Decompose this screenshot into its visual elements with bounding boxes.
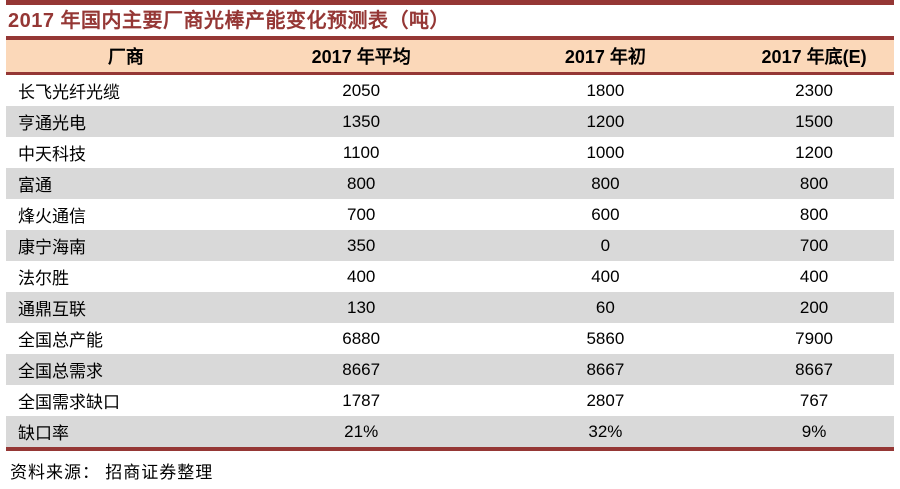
- column-header-2017-end-estimate: 2017 年底(E): [734, 38, 894, 75]
- capacity-forecast-table: 厂商 2017 年平均 2017 年初 2017 年底(E) 长飞光纤光缆 205…: [6, 36, 894, 451]
- cell-manufacturer: 亨通光电: [18, 114, 86, 133]
- cell-value: 700: [799, 235, 829, 255]
- table-row: 长飞光纤光缆 2050 1800 2300: [6, 74, 894, 107]
- cell-value: 1200: [586, 111, 625, 131]
- table-row: 法尔胜 400 400 400: [6, 261, 894, 292]
- cell-value: 800: [799, 173, 829, 193]
- cell-value: 350: [347, 235, 376, 255]
- cell-value: 21%: [344, 421, 379, 441]
- header-row: 厂商 2017 年平均 2017 年初 2017 年底(E): [6, 38, 894, 75]
- cell-value: 700: [347, 204, 376, 224]
- table-row: 全国总需求 8667 8667 8667: [6, 354, 894, 385]
- top-divider-rule: [6, 0, 894, 5]
- cell-value: 1500: [795, 111, 833, 131]
- cell-value: 767: [799, 390, 829, 410]
- table-row: 富通 800 800 800: [6, 168, 894, 199]
- table-row: 中天科技 1100 1000 1200: [6, 137, 894, 168]
- cell-value: 9%: [801, 421, 827, 441]
- cell-value: 800: [591, 173, 620, 193]
- cell-manufacturer: 全国需求缺口: [18, 393, 120, 412]
- table-row: 缺口率 21% 32% 9%: [6, 416, 894, 449]
- cell-value: 1000: [586, 142, 625, 162]
- cell-manufacturer: 中天科技: [18, 145, 86, 164]
- cell-value: 5860: [586, 328, 625, 348]
- cell-manufacturer: 法尔胜: [18, 269, 69, 288]
- cell-manufacturer: 富通: [18, 176, 52, 195]
- cell-value: 8667: [342, 359, 381, 379]
- cell-value: 400: [799, 266, 829, 286]
- cell-value: 2300: [795, 80, 833, 100]
- cell-value: 1200: [795, 142, 833, 162]
- cell-manufacturer: 全国总产能: [18, 331, 103, 350]
- cell-value: 800: [347, 173, 376, 193]
- cell-value: 400: [591, 266, 620, 286]
- column-header-2017-average: 2017 年平均: [245, 38, 477, 75]
- cell-manufacturer: 全国总需求: [18, 362, 103, 381]
- table-row: 全国需求缺口 1787 2807 767: [6, 385, 894, 416]
- cell-value: 8667: [795, 359, 833, 379]
- cell-value: 0: [600, 235, 611, 255]
- cell-manufacturer: 烽火通信: [18, 207, 86, 226]
- table-row: 全国总产能 6880 5860 7900: [6, 323, 894, 354]
- column-header-2017-start: 2017 年初: [476, 38, 735, 75]
- cell-value: 2807: [586, 390, 625, 410]
- table-body: 长飞光纤光缆 2050 1800 2300 亨通光电 1350 1200 1500 中天科技 11…: [6, 74, 894, 449]
- table-row: 通鼎互联 130 60 200: [6, 292, 894, 323]
- cell-value: 600: [591, 204, 620, 224]
- cell-value: 800: [799, 204, 829, 224]
- cell-manufacturer: 长飞光纤光缆: [18, 83, 120, 102]
- cell-manufacturer: 通鼎互联: [18, 300, 86, 319]
- table-header: 厂商 2017 年平均 2017 年初 2017 年底(E): [6, 38, 894, 75]
- cell-value: 1350: [342, 111, 381, 131]
- cell-manufacturer: 缺口率: [18, 424, 69, 443]
- cell-value: 6880: [342, 328, 381, 348]
- cell-value: 200: [799, 297, 829, 317]
- cell-value: 32%: [588, 421, 623, 441]
- table-row: 亨通光电 1350 1200 1500: [6, 106, 894, 137]
- cell-value: 1100: [342, 142, 380, 162]
- cell-value: 400: [347, 266, 376, 286]
- table-row: 康宁海南 350 0 700: [6, 230, 894, 261]
- capacity-table-container: 厂商 2017 年平均 2017 年初 2017 年底(E) 长飞光纤光缆 205…: [6, 36, 894, 451]
- cell-value: 130: [347, 297, 376, 317]
- cell-value: 2050: [342, 80, 381, 100]
- cell-manufacturer: 康宁海南: [18, 238, 86, 257]
- cell-value: 60: [595, 297, 615, 317]
- table-row: 烽火通信 700 600 800: [6, 199, 894, 230]
- cell-value: 1800: [586, 80, 625, 100]
- cell-value: 1787: [342, 390, 381, 410]
- column-header-manufacturer: 厂商: [6, 38, 246, 75]
- cell-value: 8667: [586, 359, 625, 379]
- table-title: 2017 年国内主要厂商光棒产能变化预测表（吨）: [8, 10, 451, 32]
- cell-value: 7900: [795, 328, 833, 348]
- source-note: 资料来源： 招商证券整理: [10, 463, 214, 482]
